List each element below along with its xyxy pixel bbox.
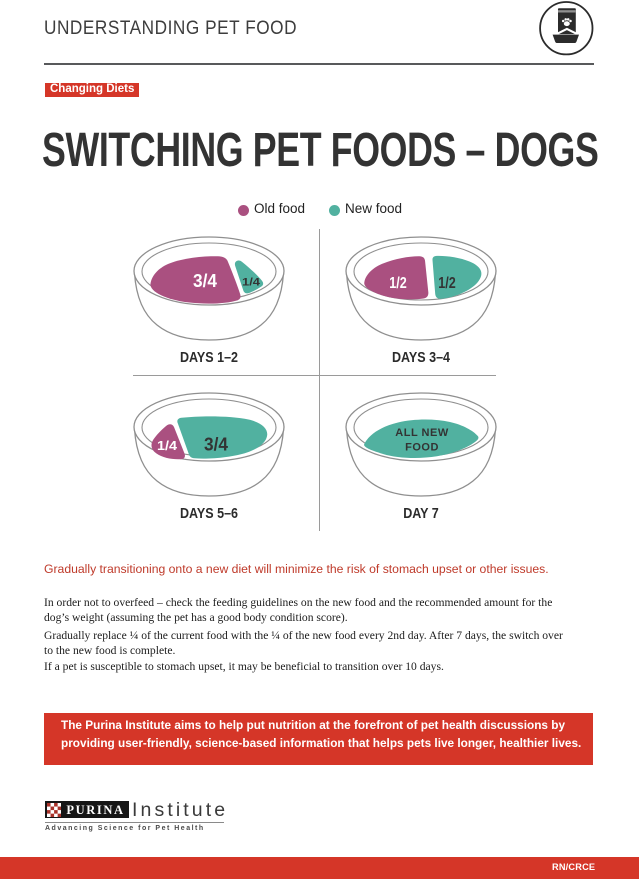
svg-text:3/4: 3/4 bbox=[204, 435, 228, 455]
svg-text:3/4: 3/4 bbox=[193, 271, 217, 291]
svg-text:1/2: 1/2 bbox=[438, 275, 456, 292]
svg-text:ALL NEW: ALL NEW bbox=[395, 427, 449, 439]
svg-text:1/4: 1/4 bbox=[242, 277, 261, 289]
svg-text:1/4: 1/4 bbox=[157, 438, 178, 453]
svg-text:1/2: 1/2 bbox=[389, 275, 407, 292]
svg-text:FOOD: FOOD bbox=[405, 442, 439, 454]
